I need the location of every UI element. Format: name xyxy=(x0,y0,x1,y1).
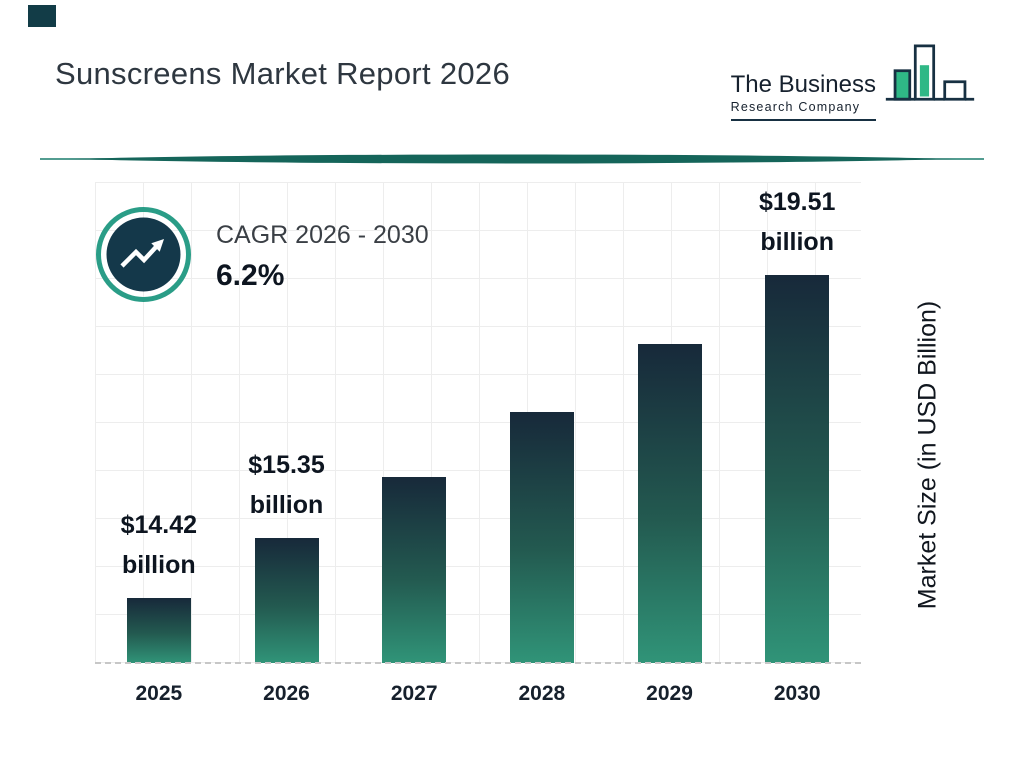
company-subname: Research Company xyxy=(730,100,861,114)
bar-2025 xyxy=(126,597,191,663)
bar-value-amount: $15.35 xyxy=(248,450,325,479)
bar-value-unit: billion xyxy=(122,550,196,579)
header-divider xyxy=(40,152,984,166)
bar-chart-logo-icon xyxy=(884,42,976,121)
x-axis-labels: 2025 2026 2027 2028 2029 2030 xyxy=(95,682,861,706)
bar-column-2028 xyxy=(478,182,606,663)
plot-area: $14.42 billion $15.35 billion $19.51 billion xyxy=(95,182,861,663)
company-name: The Business xyxy=(730,71,876,98)
bar-value-label-2025: $14.42 billion xyxy=(121,505,197,585)
trend-up-arrow-icon xyxy=(95,206,192,308)
cagr-text: CAGR 2026 - 2030 6.2% xyxy=(216,221,429,293)
bar-value-unit: billion xyxy=(249,490,324,519)
bar-value-label-2026: $15.35 billion xyxy=(248,445,324,525)
bar-column-2029 xyxy=(606,182,734,663)
bar-2030 xyxy=(765,275,830,663)
bar-2027 xyxy=(382,477,447,663)
bar-column-2030: $19.51 billion xyxy=(733,182,861,663)
company-logo-text: The Business Research Company xyxy=(730,71,876,121)
cagr-label: CAGR 2026 - 2030 xyxy=(216,221,429,249)
bar-2026 xyxy=(254,537,319,663)
bar-value-unit: billion xyxy=(760,228,834,256)
x-axis-label-2029: 2029 xyxy=(646,682,693,705)
bar-2029 xyxy=(637,343,702,663)
bar-value-amount: $19.51 xyxy=(758,188,836,216)
bars: $14.42 billion $15.35 billion $19.51 billion xyxy=(95,182,861,663)
x-axis-label-2027: 2027 xyxy=(390,682,438,705)
bar-value-label-2030: $19.51 billion xyxy=(759,182,835,262)
page-title: Sunscreens Market Report 2026 xyxy=(55,56,510,91)
company-logo: The Business Research Company xyxy=(730,42,976,121)
x-axis-label-2028: 2028 xyxy=(518,682,566,705)
bar-column-2025: $14.42 billion xyxy=(95,182,223,663)
x-axis-label-2025: 2025 xyxy=(135,682,183,705)
bar-column-2026: $15.35 billion xyxy=(223,182,351,663)
corner-mark xyxy=(28,5,56,27)
cagr-value: 6.2% xyxy=(216,259,285,292)
cagr-badge: CAGR 2026 - 2030 6.2% xyxy=(95,206,429,308)
x-axis-label-2026: 2026 xyxy=(263,682,310,705)
x-axis-label-2030: 2030 xyxy=(773,682,821,705)
x-axis-baseline xyxy=(95,662,861,664)
bar-2028 xyxy=(509,412,574,663)
bar-value-amount: $14.42 xyxy=(120,510,198,539)
bar-column-2027 xyxy=(350,182,478,663)
y-axis-label: Market Size (in USD Billion) xyxy=(913,300,942,610)
